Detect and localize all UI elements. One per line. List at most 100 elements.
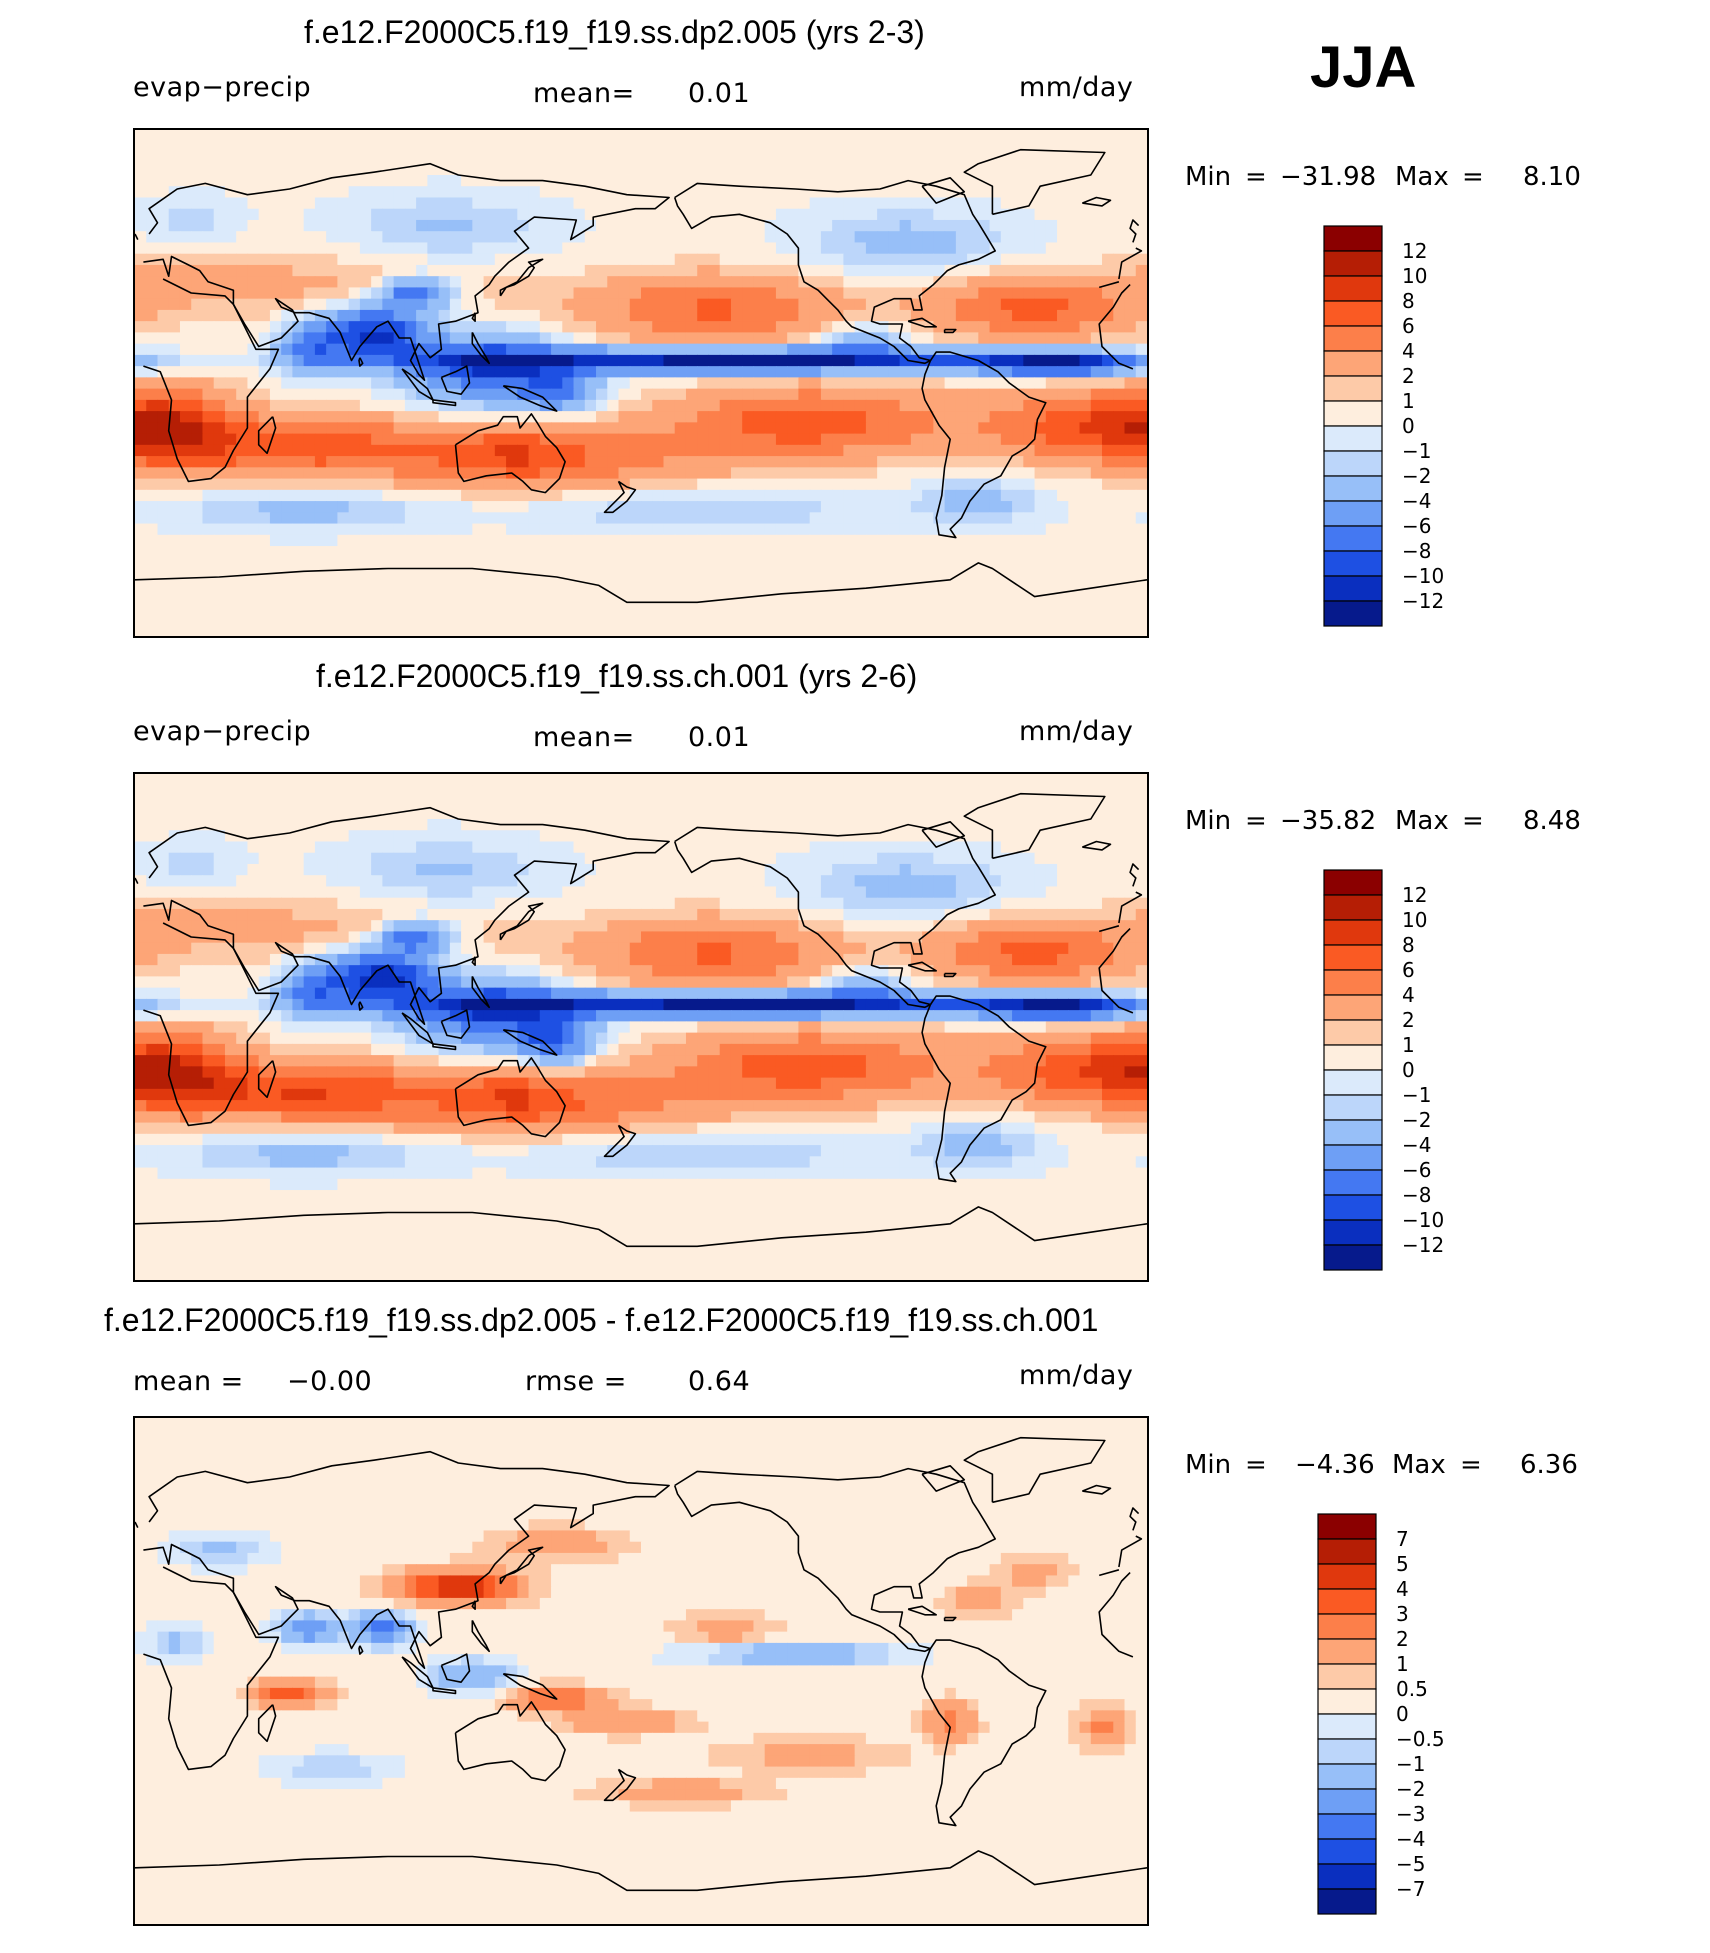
field-cell xyxy=(877,253,889,266)
field-cell xyxy=(461,411,473,423)
field-cell xyxy=(416,388,428,401)
field-cell xyxy=(135,602,147,615)
field-cell xyxy=(584,141,597,154)
field-cell xyxy=(719,411,732,423)
field-cell xyxy=(314,875,327,888)
colorbar-tick-label: −1 xyxy=(1402,439,1431,463)
field-cell xyxy=(157,796,170,809)
field-cell xyxy=(528,208,541,221)
field-cell xyxy=(393,602,406,615)
field-cell xyxy=(449,557,462,570)
field-cell xyxy=(742,852,755,865)
field-cell xyxy=(910,253,923,266)
field-cell xyxy=(697,399,710,412)
field-cell xyxy=(483,411,496,423)
field-cell xyxy=(551,366,563,378)
field-cell xyxy=(584,354,597,367)
field-cell xyxy=(674,231,687,244)
field-cell xyxy=(596,557,608,570)
field-cell xyxy=(539,298,552,311)
field-cell xyxy=(393,467,406,480)
field-cell xyxy=(213,501,226,513)
field-cell xyxy=(179,546,192,558)
field-cell xyxy=(764,579,777,592)
field-cell xyxy=(843,354,856,367)
field-cell xyxy=(809,422,822,435)
field-cell xyxy=(1113,433,1126,446)
field-cell xyxy=(888,785,901,798)
field-cell xyxy=(607,489,620,502)
field-cell xyxy=(584,332,597,345)
field-cell xyxy=(955,287,968,300)
field-cell xyxy=(607,602,620,615)
field-cell xyxy=(539,197,552,210)
field-cell xyxy=(539,411,552,423)
field-cell xyxy=(427,332,440,345)
field-cell xyxy=(494,807,507,820)
field-cell xyxy=(1023,818,1036,831)
field-cell xyxy=(573,399,586,412)
field-cell xyxy=(393,399,406,412)
field-cell xyxy=(764,152,777,165)
field-cell xyxy=(641,219,653,232)
field-cell xyxy=(674,253,687,266)
field-cell xyxy=(618,467,631,480)
field-cell xyxy=(933,276,946,289)
field-cell xyxy=(1102,186,1114,199)
field-cell xyxy=(764,197,777,210)
field-cell xyxy=(359,875,372,888)
field-cell xyxy=(326,546,338,558)
field-cell xyxy=(449,411,462,423)
field-cell xyxy=(461,456,473,468)
field-cell xyxy=(1023,287,1036,300)
field-cell xyxy=(652,242,665,255)
field-cell xyxy=(135,785,147,798)
field-cell xyxy=(910,321,923,333)
field-cell xyxy=(685,796,698,809)
field-cell xyxy=(371,163,383,176)
field-cell xyxy=(551,422,563,435)
field-cell xyxy=(967,231,979,244)
field-cell xyxy=(865,467,878,480)
field-cell xyxy=(989,422,1002,435)
field-cell xyxy=(652,141,665,154)
field-cell xyxy=(1079,818,1092,831)
field-cell xyxy=(596,422,608,435)
field-cell xyxy=(202,388,215,401)
field-cell xyxy=(607,332,620,345)
field-cell xyxy=(854,253,867,266)
field-cell xyxy=(539,366,552,378)
field-cell xyxy=(753,388,766,401)
field-cell xyxy=(955,557,968,570)
field-cell xyxy=(888,208,901,221)
field-cell xyxy=(764,411,777,423)
field-cell xyxy=(798,163,811,176)
field-cell xyxy=(629,197,642,210)
field-cell xyxy=(1135,807,1147,820)
field-cell xyxy=(989,433,1002,446)
field-cell xyxy=(528,332,541,345)
field-cell xyxy=(528,309,541,322)
field-cell xyxy=(685,433,698,446)
field-cell xyxy=(1034,433,1047,446)
field-cell xyxy=(888,512,901,525)
field-cell xyxy=(663,231,676,244)
field-cell xyxy=(359,852,372,865)
field-cell xyxy=(247,489,260,502)
field-cell xyxy=(258,231,271,244)
field-cell xyxy=(1023,785,1036,798)
field-cell xyxy=(348,253,361,266)
field-cell xyxy=(708,774,721,786)
field-cell xyxy=(978,287,991,300)
field-cell xyxy=(247,366,260,378)
field-cell xyxy=(944,186,957,199)
field-cell xyxy=(416,422,428,435)
field-cell xyxy=(551,579,563,592)
field-cell xyxy=(528,366,541,378)
field-cell xyxy=(978,186,991,199)
field-cell xyxy=(1102,444,1114,457)
field-cell xyxy=(708,366,721,378)
field-cell xyxy=(472,343,485,356)
field-cell xyxy=(483,534,496,547)
field-cell xyxy=(472,456,485,468)
